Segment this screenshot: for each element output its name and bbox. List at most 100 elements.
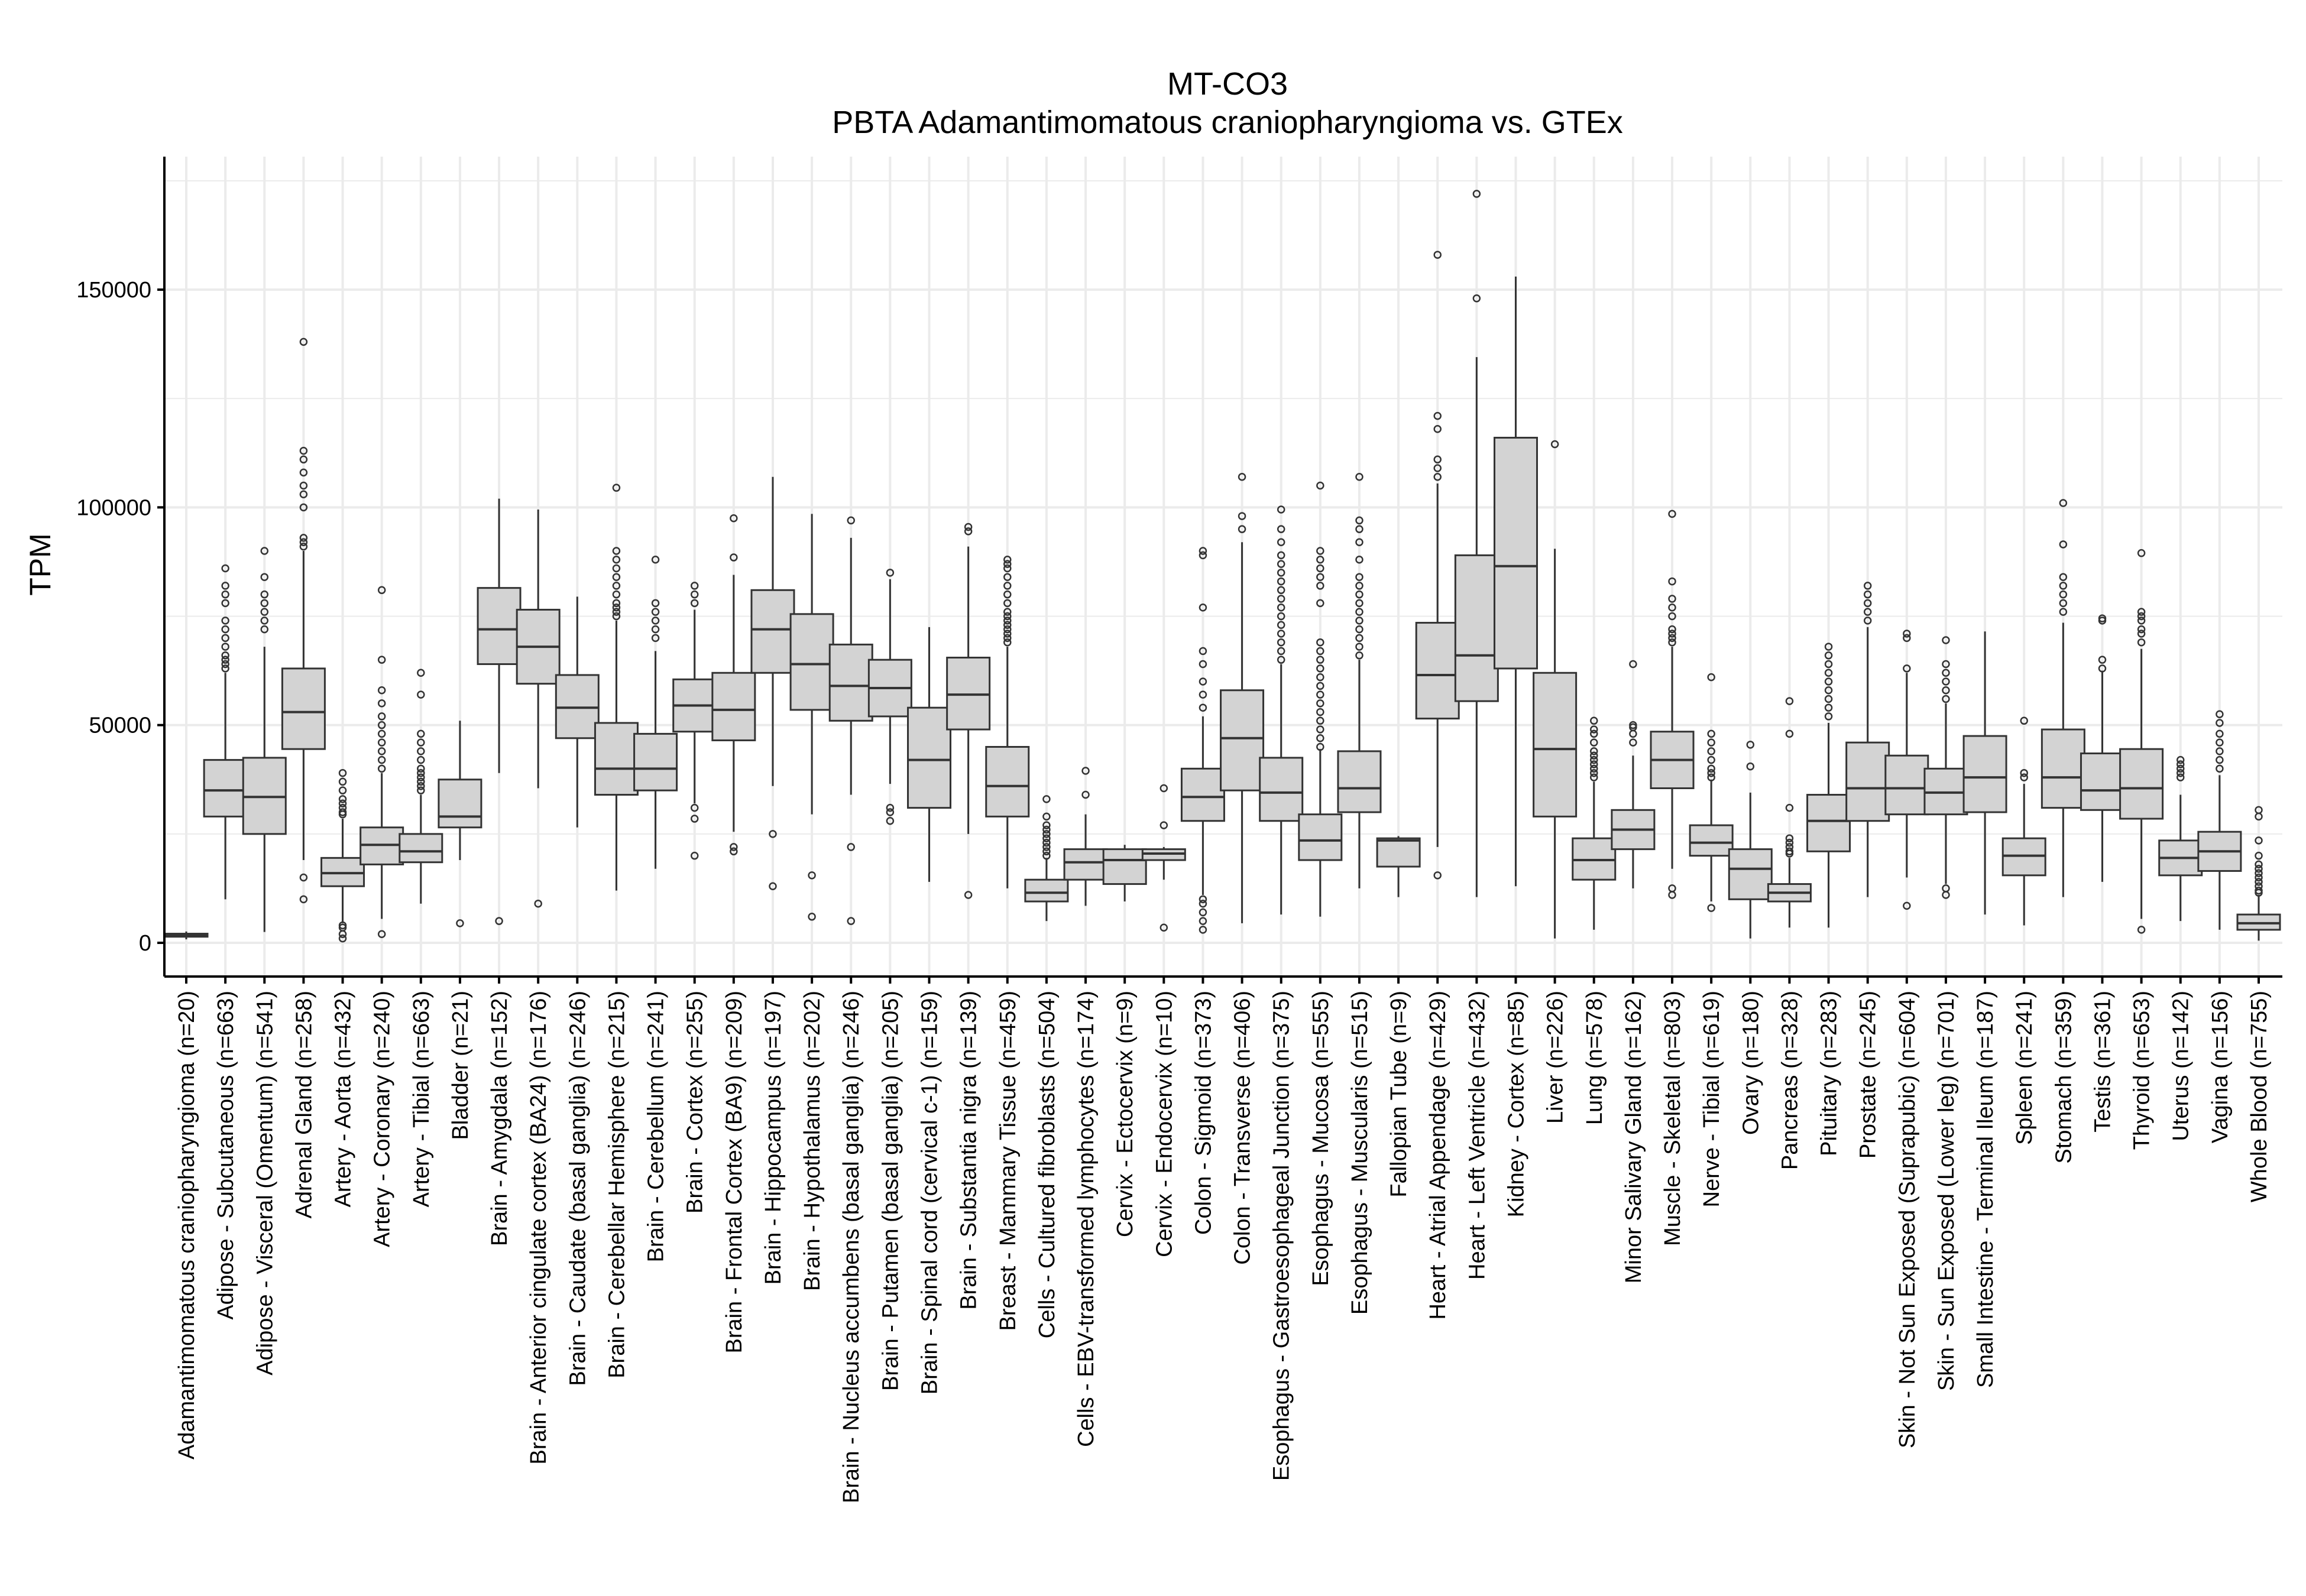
outlier-point — [417, 738, 425, 747]
box-group — [1767, 697, 1812, 928]
outlier-point — [1042, 795, 1051, 803]
outlier-point — [1003, 617, 1012, 625]
outlier-point — [1355, 538, 1363, 547]
y-axis-label: TPM — [24, 533, 57, 596]
x-tick-label: Kidney - Cortex (n=85) — [1504, 991, 1528, 1217]
outlier-point — [1003, 621, 1012, 629]
outlier-point — [377, 729, 386, 738]
outlier-point — [417, 768, 425, 777]
x-tick-label: Brain - Substantia nigra (n=139) — [957, 991, 982, 1310]
outlier-point — [1355, 582, 1363, 590]
outlier-point — [338, 934, 347, 943]
outlier-point — [964, 527, 973, 536]
box-iqr — [438, 778, 482, 829]
outlier-point — [2176, 755, 2185, 764]
outlier-point — [1003, 608, 1012, 616]
outlier-point — [1199, 677, 1207, 686]
box-iqr — [750, 589, 795, 674]
outlier-point — [690, 590, 699, 599]
box-group — [1923, 636, 1968, 899]
outlier-point — [2059, 590, 2068, 599]
outlier-point — [886, 816, 895, 825]
outlier-point — [299, 455, 308, 464]
outlier-point — [221, 643, 229, 651]
x-tick-label: Brain - Nucleus accumbens (basal ganglia… — [839, 991, 864, 1503]
outlier-point — [1199, 551, 1207, 560]
box-iqr — [203, 759, 248, 818]
outlier-point — [377, 712, 386, 721]
x-tick-label: Prostate (n=245) — [1856, 991, 1881, 1159]
outlier-point — [1199, 908, 1207, 917]
outlier-point — [1707, 773, 1715, 781]
x-tick-label: Nerve - Tibial (n=619) — [1699, 991, 1724, 1207]
outlier-point — [1160, 923, 1168, 932]
outlier-point — [2176, 764, 2185, 773]
box-group — [907, 627, 952, 882]
outlier-point — [1863, 617, 1872, 625]
outlier-point — [1668, 630, 1676, 638]
box-group — [242, 547, 287, 932]
box-group — [399, 669, 443, 904]
x-tick-label: Adrenal Gland (n=258) — [292, 991, 316, 1219]
x-tick-label: Heart - Left Ventricle (n=432) — [1465, 991, 1489, 1280]
outlier-point — [2255, 886, 2263, 895]
outlier-point — [1942, 695, 1950, 703]
outlier-point — [2255, 882, 2263, 890]
box-group — [1298, 481, 1343, 917]
outlier-point — [2020, 773, 2028, 781]
outlier-point — [612, 547, 621, 555]
outlier-point — [1668, 510, 1676, 518]
x-tick-label: Skin - Not Sun Exposed (Suprapubic) (n=6… — [1895, 991, 1920, 1448]
outlier-point — [299, 895, 308, 904]
x-tick-label: Stomach (n=359) — [2051, 991, 2076, 1164]
outlier-point — [417, 669, 425, 677]
outlier-point — [1707, 764, 1715, 773]
outlier-point — [2059, 582, 2068, 590]
x-tick-label: Adipose - Visceral (Omentum) (n=541) — [252, 991, 277, 1376]
outlier-point — [730, 514, 738, 523]
box-group — [2119, 549, 2164, 934]
outlier-point — [1042, 825, 1051, 834]
outlier-point — [2137, 549, 2146, 557]
box-iqr — [399, 833, 443, 864]
outlier-point — [1668, 604, 1676, 612]
outlier-point — [2137, 617, 2146, 625]
outlier-point — [299, 873, 308, 882]
outlier-point — [1277, 525, 1285, 533]
box-group — [2236, 806, 2281, 941]
outlier-point — [1355, 516, 1363, 525]
x-tick-label: Artery - Coronary (n=240) — [370, 991, 395, 1247]
x-tick-label: Pituitary (n=283) — [1817, 991, 1842, 1156]
chart-subtitle: PBTA Adamantimomatous craniopharyngioma … — [832, 105, 1623, 140]
box-group — [1611, 660, 1656, 888]
outlier-point — [612, 608, 621, 616]
outlier-point — [2137, 926, 2146, 934]
outlier-point — [1199, 895, 1207, 904]
outlier-point — [1355, 651, 1363, 660]
outlier-point — [2255, 860, 2263, 869]
box-group — [1845, 582, 1890, 897]
outlier-point — [377, 764, 386, 773]
outlier-point — [612, 599, 621, 608]
outlier-point — [260, 573, 269, 581]
box-group — [2001, 716, 2046, 926]
box-group — [711, 514, 756, 856]
outlier-point — [2137, 638, 2146, 647]
outlier-point — [377, 738, 386, 747]
box-iqr — [1689, 824, 1734, 857]
outlier-point — [1355, 599, 1363, 608]
outlier-point — [1277, 604, 1285, 612]
outlier-point — [221, 599, 229, 608]
box-group — [1259, 505, 1304, 915]
box-iqr — [2080, 752, 2124, 811]
box-iqr — [1337, 750, 1382, 813]
outlier-point — [260, 608, 269, 616]
outlier-point — [2216, 729, 2224, 738]
outlier-point — [690, 582, 699, 590]
outlier-point — [1277, 638, 1285, 647]
outlier-point — [1042, 834, 1051, 842]
outlier-point — [1355, 625, 1363, 634]
outlier-point — [847, 843, 855, 851]
outlier-point — [1863, 582, 1872, 590]
outlier-point — [1042, 843, 1051, 851]
